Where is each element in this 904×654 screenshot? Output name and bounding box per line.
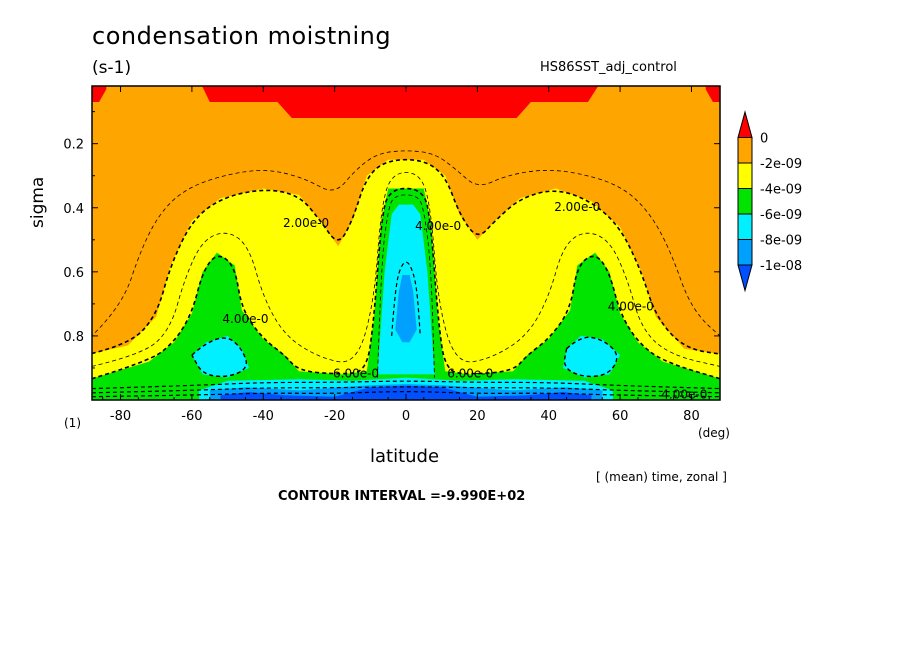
y-tick-label: 0.4 (63, 202, 84, 217)
y-axis-start-label: (1) (64, 416, 81, 430)
colorbar-segment (737, 137, 753, 164)
contour-line (92, 187, 720, 380)
y-tick-label: 0.6 (63, 266, 84, 281)
contour-fill-red (202, 86, 599, 118)
x-axis: -80 -60 -40 -20 0 20 40 60 80 (102, 86, 710, 424)
contour-lines (92, 150, 720, 398)
y-tick-label: 0.8 (63, 330, 84, 345)
colorbar: 0 -2e-09 -4e-09 -6e-09 -8e-09 -1e-08 (737, 110, 802, 293)
x-tick-label: 0 (402, 409, 410, 424)
colorbar-segment (737, 239, 753, 266)
contour-label: 6.00e-0 (447, 367, 493, 381)
x-tick-label: 20 (469, 409, 486, 424)
x-axis-label: latitude (370, 446, 440, 467)
contour-label: 4.00e-0 (222, 312, 268, 326)
contour-fill-blue (220, 385, 592, 400)
colorbar-level-label: -6e-09 (760, 208, 802, 223)
contour-label: 4.00e-0 (608, 299, 654, 313)
contour-line (191, 337, 248, 378)
contour-fill-sky (395, 275, 417, 343)
contour-fill-red (705, 86, 720, 102)
x-tick-label: -20 (324, 409, 345, 424)
contour-fill-cyan (563, 335, 621, 378)
y-axis-label: sigma (28, 176, 48, 228)
contour-interval: CONTOUR INTERVAL =-9.990E+02 (278, 489, 526, 504)
colorbar-top-arrow (737, 110, 753, 138)
colorbar-level-label: 0 (760, 132, 768, 147)
chart-title: condensation moistning (92, 22, 392, 50)
contour-label: 6.00e-0 (333, 367, 379, 381)
x-tick-label: -60 (181, 409, 202, 424)
x-tick-label: -40 (253, 409, 274, 424)
contour-line (92, 158, 720, 355)
contour-line (92, 172, 720, 367)
contour-fill-red (92, 86, 107, 102)
averaging-note: [ (mean) time, zonal ] (596, 470, 727, 484)
x-tick-label: -80 (110, 409, 131, 424)
colorbar-segment (737, 213, 753, 240)
contour-labels: 2.00e-0 2.00e-0 4.00e-0 4.00e-0 4.00e-0 6.00e… (222, 200, 707, 401)
contour-line (563, 336, 618, 378)
colorbar-segment (737, 162, 753, 189)
contour-label: 2.00e-0 (283, 216, 329, 230)
run-name: HS86SST_adj_control (540, 60, 677, 75)
x-tick-label: 80 (683, 409, 700, 424)
y-tick-label: 0.2 (63, 138, 84, 153)
contour-line (92, 386, 720, 394)
contour-line (92, 380, 720, 390)
colorbar-level-label: -8e-09 (760, 234, 802, 249)
contour-fill-cyan (191, 335, 249, 378)
contour-label: 4.00e-0 (415, 219, 461, 233)
colorbar-level-label: -4e-09 (760, 183, 802, 198)
units-label: (s-1) (92, 58, 132, 78)
contour-label: 4.00e-0 (661, 387, 707, 401)
x-axis-unit: (deg) (698, 426, 730, 440)
y-axis: 0.2 0.4 0.6 0.8 (63, 111, 720, 369)
filled-contours (92, 86, 720, 400)
colorbar-segment (737, 188, 753, 215)
x-tick-label: 60 (612, 409, 629, 424)
colorbar-level-label: -2e-09 (760, 157, 802, 172)
contour-line (92, 391, 720, 398)
colorbar-level-label: -1e-08 (760, 259, 802, 274)
x-tick-label: 40 (540, 409, 557, 424)
contour-line (92, 150, 720, 337)
colorbar-bottom-arrow (737, 264, 753, 293)
contour-label: 2.00e-0 (554, 200, 600, 214)
